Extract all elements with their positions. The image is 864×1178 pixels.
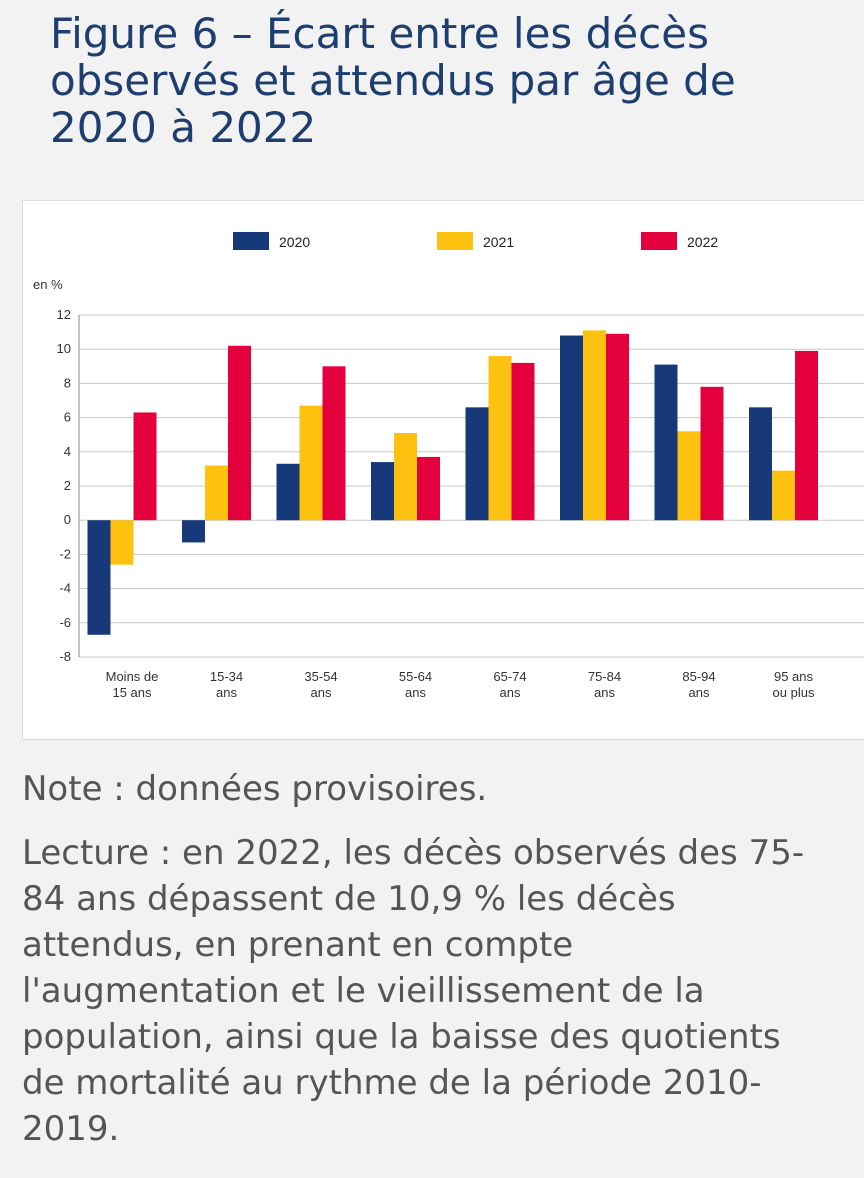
legend-label: 2021 — [483, 234, 514, 250]
legend-swatch — [641, 232, 677, 250]
bar — [228, 345, 251, 521]
y-tick-label: -2 — [59, 546, 71, 561]
bar — [417, 456, 440, 521]
y-tick-label: 10 — [57, 341, 71, 356]
reading-line: 84 ans dépassent de 10,9 % les décès — [22, 879, 676, 919]
reading-line: population, ainsi que la baisse des quot… — [22, 1017, 781, 1057]
legend-swatch — [437, 232, 473, 250]
reading-text: Lecture : en 2022, les décès observés de… — [22, 830, 852, 1152]
title-line: 2020 à 2022 — [50, 103, 317, 152]
bar — [465, 407, 489, 521]
bar — [583, 330, 606, 521]
bar — [488, 356, 512, 521]
note-text: Note : données provisoires. — [22, 769, 488, 809]
x-tick-label: Moins de 15 ans — [106, 669, 159, 700]
y-tick-label: 6 — [64, 410, 71, 425]
bar — [394, 432, 417, 521]
x-tick-label: 75-84 ans — [588, 669, 621, 700]
y-tick-label: 2 — [64, 478, 71, 493]
y-tick-label: 8 — [64, 375, 71, 390]
bar — [133, 412, 157, 521]
y-tick-label: 0 — [64, 512, 71, 527]
y-tick-label: 12 — [57, 307, 71, 322]
legend-swatch — [233, 232, 269, 250]
bar — [276, 463, 300, 521]
reading-line: de mortalité au rythme de la période 201… — [22, 1063, 762, 1103]
legend-label: 2022 — [687, 234, 718, 250]
y-axis-label: en % — [33, 277, 63, 292]
figure-title: Figure 6 – Écart entre les décès observé… — [50, 10, 850, 151]
reading-line: l'augmentation et le vieillissement de l… — [22, 971, 705, 1011]
bar — [700, 386, 724, 521]
bar — [677, 431, 701, 521]
bar — [795, 350, 818, 521]
bar — [560, 335, 583, 521]
title-line: Figure 6 – Écart entre les décès — [50, 9, 709, 58]
reading-line: attendus, en prenant en compte — [22, 925, 574, 965]
legend-label: 2020 — [279, 234, 310, 250]
bar — [182, 520, 205, 543]
y-tick-label: 4 — [64, 444, 71, 459]
y-tick-label: -6 — [59, 615, 71, 630]
x-tick-label: 65-74 ans — [493, 669, 526, 700]
bar — [322, 366, 346, 521]
x-tick-label: 95 ans ou plus — [773, 669, 815, 700]
bar — [205, 465, 228, 521]
bar — [87, 520, 111, 635]
bar — [110, 520, 134, 565]
y-tick-label: -8 — [59, 649, 71, 664]
x-tick-label: 15-34 ans — [210, 669, 243, 700]
y-tick-label: -4 — [59, 581, 71, 596]
bar — [772, 470, 795, 521]
bar-chart: 12 10 8 6 4 2 0 -2 -4 -6 -8 en % 2020 2021 2022 Moins d… — [33, 232, 864, 700]
x-tick-label: 85-94 ans — [682, 669, 715, 700]
x-tick-label: 55-64 ans — [399, 669, 432, 700]
bar — [654, 364, 678, 521]
bar — [371, 462, 394, 521]
bar — [299, 405, 323, 521]
title-line: observés et attendus par âge de — [50, 56, 736, 105]
reading-line: Lecture : en 2022, les décès observés de… — [22, 833, 805, 873]
chart-panel: 12 10 8 6 4 2 0 -2 -4 -6 -8 en % 2020 2021 2022 Moins d… — [22, 200, 864, 740]
bar — [749, 407, 772, 521]
bar — [511, 362, 535, 521]
bar — [606, 333, 629, 521]
reading-line: 2019. — [22, 1109, 120, 1149]
x-tick-label: 35-54 ans — [304, 669, 337, 700]
